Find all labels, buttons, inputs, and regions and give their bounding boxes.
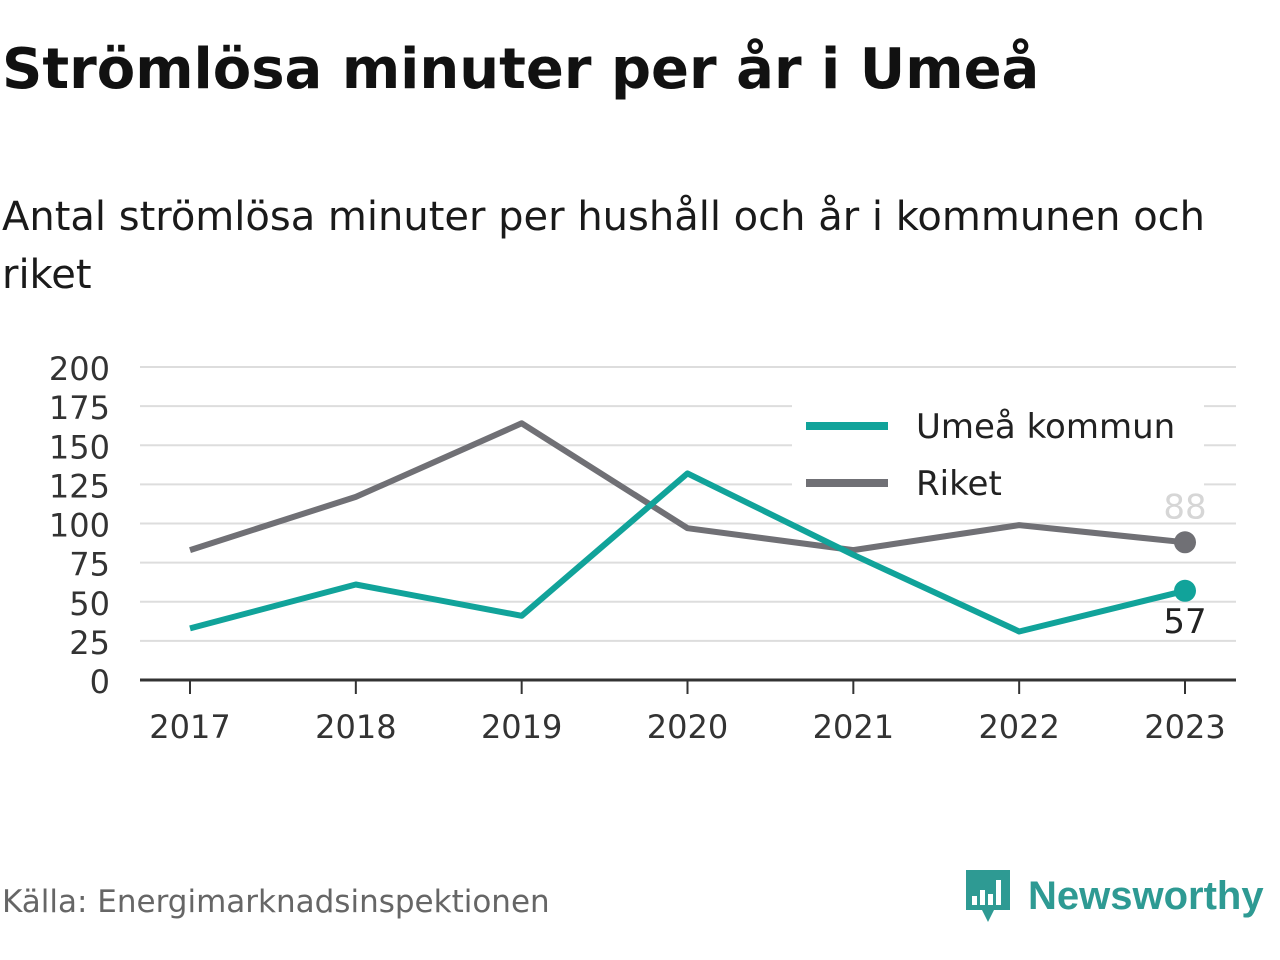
series-line-riket: [189, 420, 1186, 554]
brand-name: Newsworthy: [1028, 873, 1264, 918]
series-line-umea: [189, 470, 1186, 635]
x-tick-label: 2023: [1144, 708, 1225, 746]
x-tick-label: 2020: [647, 708, 728, 746]
chart-title: Strömlösa minuter per år i Umeå: [2, 37, 1040, 102]
newsworthy-logo-icon: [966, 870, 1010, 922]
legend-label: Umeå kommun: [916, 407, 1175, 447]
x-tick-label: 2018: [315, 708, 396, 746]
y-tick-label: 25: [69, 624, 110, 662]
end-point-umea: [1174, 579, 1196, 602]
end-point-riket: [1174, 531, 1196, 554]
x-tick-label: 2019: [481, 708, 562, 746]
y-tick-label: 50: [69, 585, 110, 623]
y-tick-label: 125: [49, 467, 110, 505]
y-tick-label: 75: [69, 546, 110, 584]
end-value-label: 57: [1163, 602, 1206, 642]
legend-box: [792, 403, 1204, 507]
x-tick-label: 2017: [149, 708, 230, 746]
source-note: Källa: Energimarknadsinspektionen: [2, 884, 550, 920]
chart-subtitle: Antal strömlösa minuter per hushåll och …: [2, 194, 1206, 298]
y-tick-label: 0: [90, 663, 110, 701]
y-tick-label: 175: [49, 389, 110, 427]
end-value-label: 88: [1163, 487, 1206, 527]
brand-logo: Newsworthy: [962, 864, 1278, 928]
y-tick-label: 200: [49, 350, 110, 388]
x-tick-label: 2021: [813, 708, 894, 746]
x-tick-label: 2022: [978, 708, 1059, 746]
y-tick-label: 150: [49, 428, 110, 466]
legend-label: Riket: [916, 464, 1002, 504]
y-tick-label: 100: [49, 507, 110, 545]
